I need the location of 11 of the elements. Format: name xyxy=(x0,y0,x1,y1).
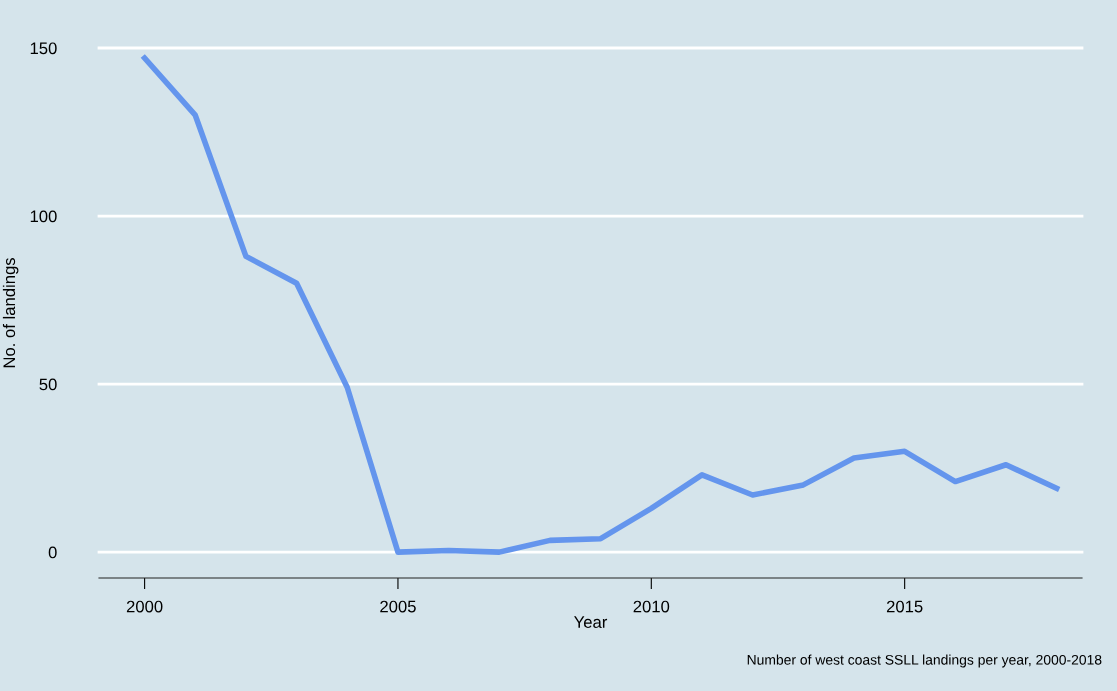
y-tick-label: 0 xyxy=(48,546,57,559)
y-tick-label: 100 xyxy=(30,210,57,223)
x-tick-label: 2005 xyxy=(380,600,416,613)
y-tick-label: 150 xyxy=(30,42,57,55)
x-tick-label: 2010 xyxy=(633,600,670,613)
y-tick-label: 50 xyxy=(39,378,57,391)
y-axis-title: No. of landings xyxy=(2,258,19,368)
x-tick-label: 2015 xyxy=(886,600,923,613)
x-axis-title: Year xyxy=(574,616,608,628)
x-tick-label: 2000 xyxy=(126,600,163,613)
text: Number of west coast SSLL landings per year, 2000-2018 xyxy=(747,654,1102,668)
